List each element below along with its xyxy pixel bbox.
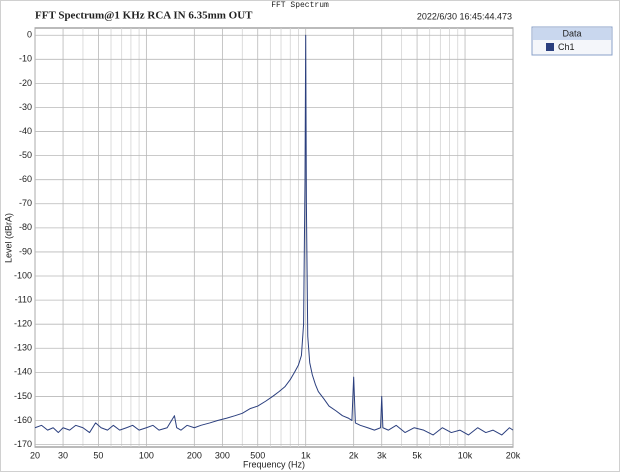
y-tick-label: -50 bbox=[19, 150, 32, 160]
y-tick-label: -110 bbox=[15, 294, 32, 304]
legend: Ch1 bbox=[546, 42, 575, 52]
y-tick-label: -170 bbox=[14, 439, 32, 449]
legend-header bbox=[533, 28, 611, 40]
legend-title: Data bbox=[562, 28, 581, 38]
legend-swatch bbox=[546, 43, 554, 51]
y-tick-label: -130 bbox=[14, 343, 32, 353]
x-tick-label: 200 bbox=[187, 450, 202, 460]
y-tick-label: -10 bbox=[19, 54, 32, 64]
x-tick-label: 10k bbox=[458, 450, 473, 460]
x-tick-label: 20k bbox=[506, 450, 521, 460]
chart-subtitle: FFT Spectrum bbox=[271, 1, 329, 10]
y-tick-label: -160 bbox=[14, 415, 32, 425]
chart-title: FFT Spectrum@1 KHz RCA IN 6.35mm OUT bbox=[35, 10, 253, 22]
x-axis-label: Frequency (Hz) bbox=[243, 459, 305, 469]
y-tick-label: -80 bbox=[19, 222, 32, 232]
x-tick-label: 1k bbox=[301, 450, 311, 460]
grid: 20 30 50 100 200 300 500 1k 2k 3k 5k 10k 20k 0 -10 -20 -… bbox=[14, 27, 521, 460]
y-tick-label: -40 bbox=[19, 126, 32, 136]
legend-label: Ch1 bbox=[558, 42, 575, 52]
x-tick-label: 3k bbox=[377, 450, 387, 460]
x-tick-label: 20 bbox=[30, 450, 40, 460]
x-tick-label: 100 bbox=[139, 450, 154, 460]
y-axis-label: Level (dBrA) bbox=[3, 213, 13, 263]
y-tick-label: 0 bbox=[27, 30, 32, 40]
series-line bbox=[34, 34, 514, 436]
x-tick-label: 5k bbox=[412, 450, 422, 460]
plot bbox=[34, 34, 514, 436]
x-tick-label: 2k bbox=[349, 450, 359, 460]
plot-area bbox=[34, 27, 514, 448]
y-tick-label: -30 bbox=[19, 102, 32, 112]
timestamp: 2022/6/30 16:45:44.473 bbox=[417, 11, 512, 21]
x-tick-label: 30 bbox=[58, 450, 68, 460]
y-tick-label: -70 bbox=[19, 198, 32, 208]
y-tick-label: -20 bbox=[19, 78, 32, 88]
y-tick-label: -60 bbox=[19, 174, 32, 184]
x-tick-label: 300 bbox=[215, 450, 230, 460]
y-tick-label: -90 bbox=[19, 246, 32, 256]
y-tick-label: -150 bbox=[14, 391, 32, 401]
y-tick-label: -120 bbox=[14, 319, 32, 329]
x-tick-label: 50 bbox=[93, 450, 103, 460]
y-tick-label: -100 bbox=[14, 270, 32, 280]
y-tick-label: -140 bbox=[14, 367, 32, 377]
x-tick-label: 500 bbox=[250, 450, 265, 460]
